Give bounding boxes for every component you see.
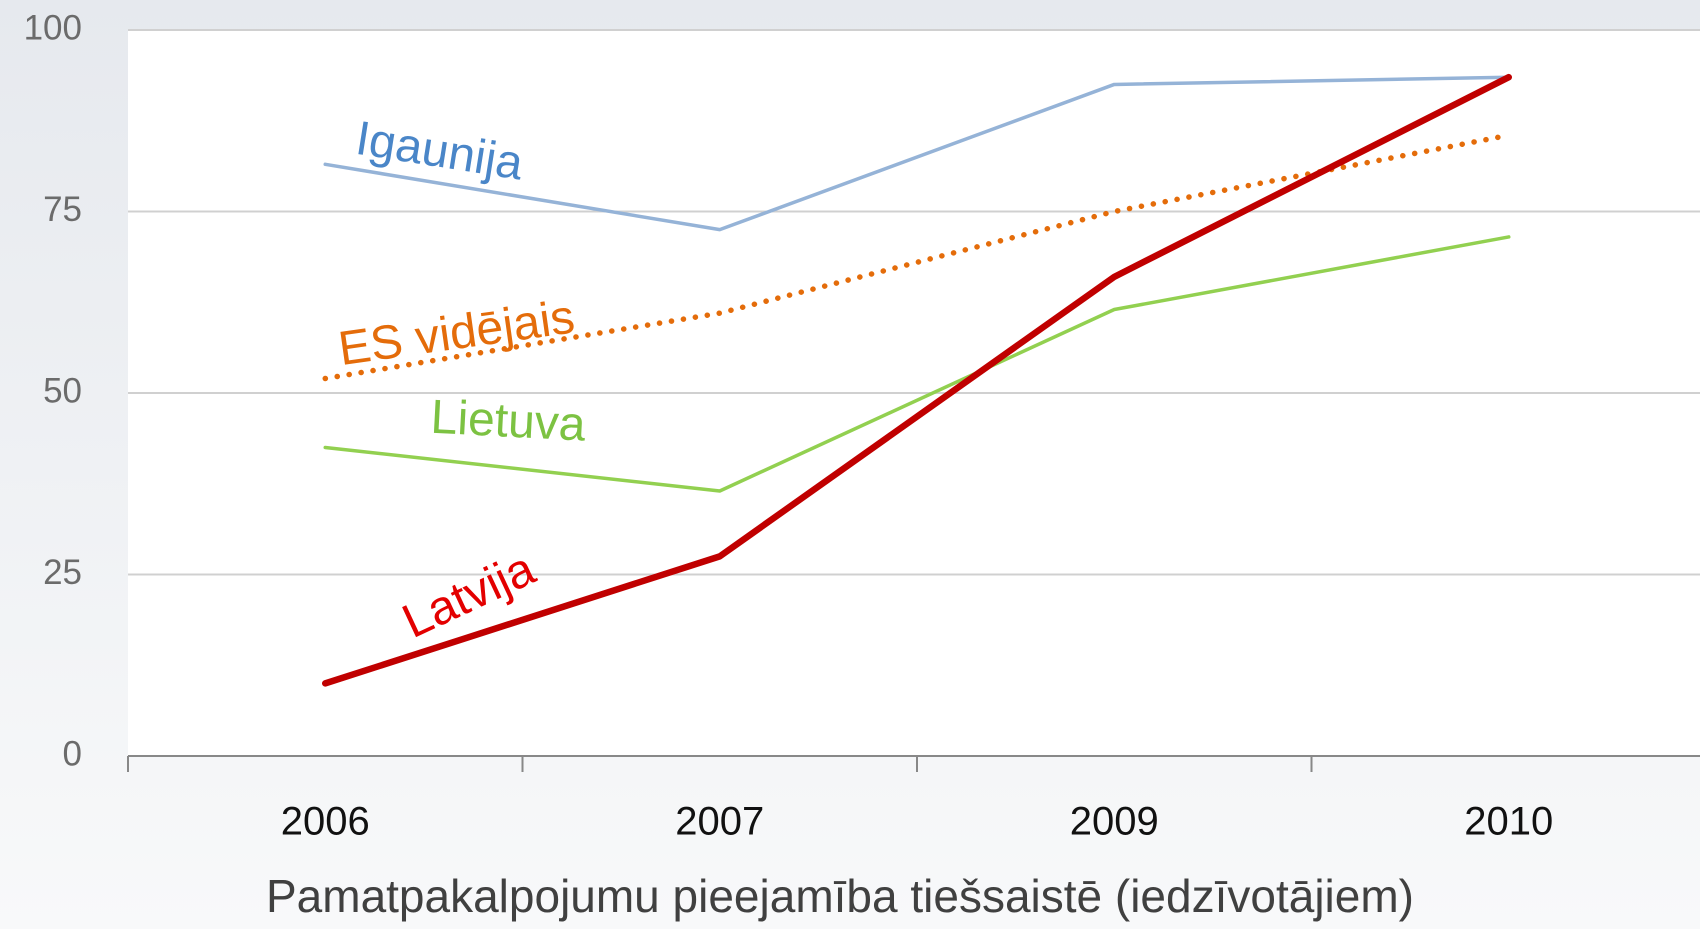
x-tick-label: 2007: [675, 800, 764, 844]
series-line: [322, 73, 1512, 687]
y-tick-label: 50: [43, 371, 82, 410]
y-tick-label: 0: [63, 734, 82, 773]
x-tick-label: 2009: [1070, 800, 1159, 844]
series-line: [323, 75, 1511, 232]
x-tick-label: 2010: [1464, 800, 1553, 844]
y-tick-label: 25: [43, 553, 82, 592]
x-tick-label: 2006: [281, 800, 370, 844]
series-label: Lietuva: [429, 391, 587, 452]
y-tick-label: 100: [24, 8, 82, 47]
x-axis-title: Pamatpakalpojumu pieejamība tiešsaistē (…: [266, 870, 1414, 922]
y-tick-label: 75: [43, 190, 82, 229]
series-line: [322, 132, 1512, 382]
series-line: [323, 235, 1511, 493]
